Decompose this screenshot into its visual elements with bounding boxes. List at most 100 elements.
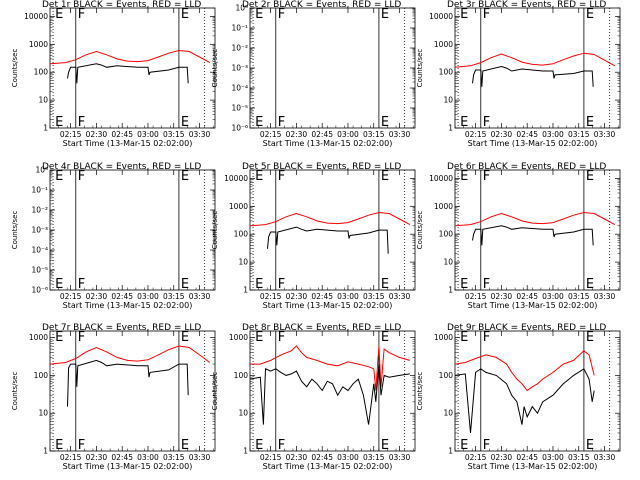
x-tick-label: 02:30 — [86, 130, 108, 139]
y-tick-label: 1 — [448, 447, 453, 456]
event-marker-label-bottom: E — [586, 277, 594, 292]
y-tick-label: 10⁻¹ — [31, 186, 48, 195]
x-tick-label: 03:00 — [337, 130, 359, 139]
y-tick-label: 10⁰ — [35, 166, 48, 175]
plot-frame — [49, 169, 216, 291]
x-tick-label: 03:30 — [189, 292, 211, 301]
panel-title: Det 2r BLACK = Events, RED = LLD — [242, 0, 401, 10]
event-marker-label-bottom: F — [278, 115, 285, 130]
y-tick-label: 1 — [448, 124, 453, 133]
lld-series-line — [49, 345, 211, 365]
panel-title: Det 3r BLACK = Events, RED = LLD — [447, 0, 606, 10]
y-tick-label: 1 — [43, 447, 48, 456]
event-marker-label-bottom: F — [483, 438, 490, 453]
y-tick-label: 100 — [34, 68, 49, 77]
y-axis-label: Counts/sec — [11, 211, 19, 250]
y-axis-label: Counts/sec — [11, 49, 19, 88]
event-marker-label: F — [78, 169, 85, 184]
y-tick-label: 10⁻² — [231, 44, 248, 53]
x-tick-label: 03:15 — [163, 453, 185, 462]
y-tick-label: 100 — [439, 371, 454, 380]
x-axis-label: Start Time (13-Mar-15 02:02:00) — [468, 301, 598, 310]
x-axis-label: Start Time (13-Mar-15 02:02:00) — [468, 139, 598, 148]
detector-panel-7r: Det 7r BLACK = Events, RED = LLD 1 10 100 10… — [11, 323, 216, 471]
panel-title: Det 8r BLACK = Events, RED = LLD — [242, 323, 401, 333]
plot-frame — [249, 7, 416, 129]
y-tick-label: 1 — [243, 286, 248, 295]
event-marker-label: F — [278, 7, 285, 22]
y-tick-label: 10⁻² — [31, 206, 48, 215]
event-marker-label-bottom: E — [586, 438, 594, 453]
y-tick-label: 1000 — [229, 333, 248, 342]
x-tick-label: 03:15 — [363, 130, 385, 139]
event-marker-label-bottom: E — [55, 277, 63, 292]
y-tick-label: 10000 — [429, 12, 453, 21]
y-tick-label: 10 — [238, 409, 248, 418]
y-tick-label: 10⁻⁵ — [231, 104, 248, 113]
y-axis-label: Counts/sec — [416, 211, 424, 250]
x-tick-label: 03:15 — [163, 292, 185, 301]
x-tick-label: 03:00 — [542, 453, 564, 462]
x-tick-label: 02:15 — [60, 292, 82, 301]
x-tick-label: 02:30 — [286, 292, 308, 301]
lld-series-line — [454, 211, 616, 227]
x-tick-label: 02:15 — [465, 130, 487, 139]
x-tick-label: 02:15 — [260, 453, 282, 462]
x-tick-label: 02:15 — [60, 453, 82, 462]
event-marker-label-bottom: F — [278, 277, 285, 292]
detector-panel-1r: Det 1r BLACK = Events, RED = LLD 1 10 100 10… — [11, 0, 216, 148]
event-marker-label: F — [78, 330, 85, 345]
x-tick-label: 03:15 — [363, 453, 385, 462]
event-marker-label-bottom: F — [483, 277, 490, 292]
event-marker-label-bottom: F — [78, 115, 85, 130]
event-marker-label-bottom: E — [586, 115, 594, 130]
x-tick-label: 02:45 — [516, 292, 538, 301]
x-tick-label: 03:30 — [594, 130, 616, 139]
x-tick-label: 02:45 — [111, 292, 133, 301]
y-tick-label: 10⁻³ — [31, 226, 48, 235]
x-tick-label: 02:45 — [311, 453, 333, 462]
x-tick-label: 03:30 — [594, 292, 616, 301]
event-marker-label-bottom: E — [381, 277, 389, 292]
event-marker-label: E — [381, 169, 389, 184]
x-tick-label: 02:30 — [491, 292, 513, 301]
x-tick-label: 03:30 — [594, 453, 616, 462]
events-series-line — [472, 65, 594, 87]
x-tick-label: 02:45 — [311, 292, 333, 301]
x-tick-label: 02:45 — [516, 130, 538, 139]
event-marker-label-bottom: E — [460, 438, 468, 453]
y-tick-label: 10 — [443, 258, 453, 267]
event-marker-label-bottom: E — [381, 115, 389, 130]
y-tick-label: 1000 — [29, 40, 48, 49]
event-marker-label-bottom: E — [55, 438, 63, 453]
y-tick-label: 1000 — [29, 333, 48, 342]
event-marker-label: F — [78, 7, 85, 22]
plot-frame — [49, 330, 216, 452]
event-marker-label: E — [586, 7, 594, 22]
event-marker-label-bottom: F — [278, 438, 285, 453]
y-axis-label: Counts/sec — [211, 49, 219, 88]
event-marker-label: F — [483, 330, 490, 345]
event-marker-label-bottom: E — [255, 277, 263, 292]
y-tick-label: 10⁻⁴ — [31, 246, 48, 255]
event-marker-label-bottom: E — [460, 277, 468, 292]
y-axis-label: Counts/sec — [11, 372, 19, 411]
event-marker-label: F — [278, 169, 285, 184]
x-tick-label: 02:30 — [286, 453, 308, 462]
x-tick-label: 03:00 — [542, 130, 564, 139]
event-marker-label-bottom: E — [255, 438, 263, 453]
event-marker-label: E — [181, 7, 189, 22]
event-marker-label: E — [181, 169, 189, 184]
event-marker-label: E — [381, 7, 389, 22]
y-tick-label: 1000 — [434, 333, 453, 342]
y-tick-label: 10⁻¹ — [231, 24, 248, 33]
event-marker-label-bottom: E — [55, 115, 63, 130]
x-axis-label: Start Time (13-Mar-15 02:02:00) — [63, 139, 193, 148]
detector-panel-6r: Det 6r BLACK = Events, RED = LLD 1 10 100 10… — [416, 162, 621, 310]
y-tick-label: 1000 — [434, 40, 453, 49]
x-tick-label: 03:00 — [337, 292, 359, 301]
x-tick-label: 03:00 — [542, 292, 564, 301]
event-marker-label-bottom: E — [181, 277, 189, 292]
